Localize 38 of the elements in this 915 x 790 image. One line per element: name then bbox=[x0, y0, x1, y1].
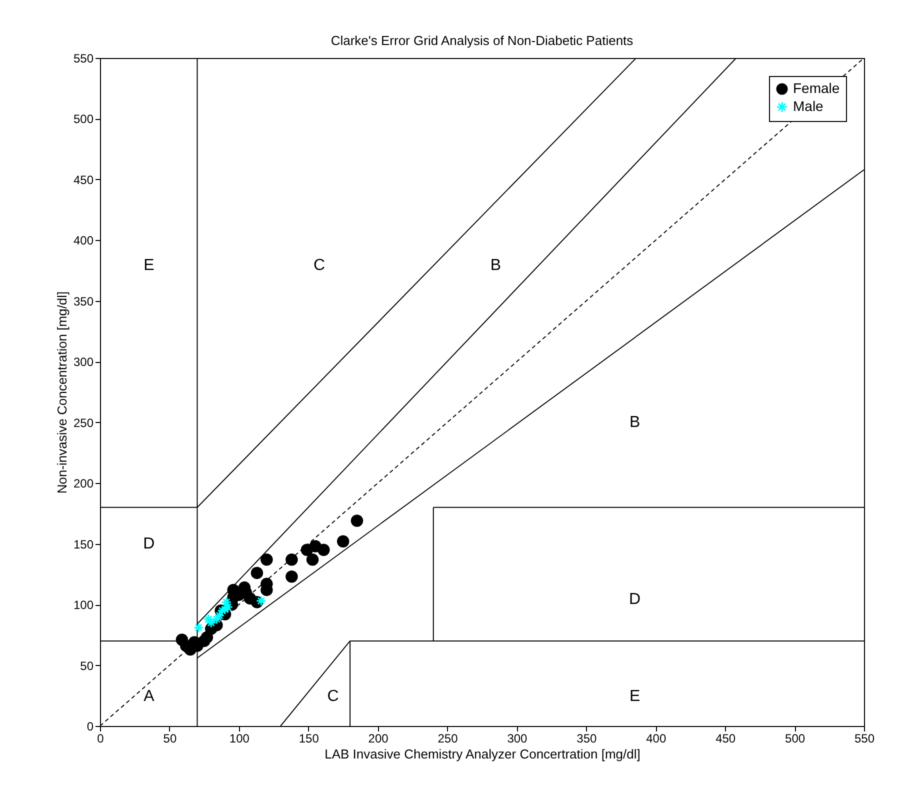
x-tick-label: 150 bbox=[298, 732, 320, 746]
annotation: C bbox=[327, 688, 339, 705]
x-tick-label: 100 bbox=[229, 732, 250, 746]
annotation: D bbox=[143, 536, 155, 553]
y-tick-label: 100 bbox=[73, 598, 94, 612]
annotation: E bbox=[144, 257, 154, 274]
y-tick-label: 450 bbox=[73, 172, 94, 187]
y-tick-label: 250 bbox=[73, 416, 94, 430]
chart-title: Clarke's Error Grid Analysis of Non-Diabetic Patients bbox=[330, 33, 634, 48]
x-tick-label: 350 bbox=[576, 732, 598, 746]
y-tick-label: 200 bbox=[73, 476, 94, 491]
annotation: C bbox=[313, 257, 326, 274]
legend-label: Male bbox=[793, 98, 824, 114]
y-tick-label: 350 bbox=[73, 294, 94, 308]
x-tick-label: 500 bbox=[785, 732, 806, 746]
x-tick-label: 0 bbox=[97, 732, 104, 746]
annotation: E bbox=[629, 688, 640, 705]
y-tick-label: 50 bbox=[80, 658, 94, 673]
y-tick-label: 400 bbox=[73, 234, 94, 248]
annotation: B bbox=[629, 414, 640, 432]
y-tick-label: 500 bbox=[73, 112, 94, 126]
annotation: B bbox=[490, 257, 502, 274]
x-tick-label: 50 bbox=[163, 732, 177, 746]
annotation: D bbox=[629, 591, 641, 608]
x-tick-label: 550 bbox=[854, 732, 875, 746]
annotation: A bbox=[144, 688, 155, 705]
y-tick-label: 550 bbox=[73, 52, 94, 66]
x-tick-label: 300 bbox=[507, 732, 528, 746]
legend-label: Female bbox=[793, 80, 840, 96]
y-axis-title: Non-invasive Concentration [mg/dl] bbox=[54, 291, 70, 494]
y-tick-label: 300 bbox=[73, 355, 94, 370]
x-tick-label: 450 bbox=[716, 732, 736, 746]
y-tick-label: 0 bbox=[86, 720, 94, 734]
x-tick-label: 400 bbox=[646, 732, 666, 746]
x-tick-label: 250 bbox=[438, 732, 458, 746]
y-tick-label: 150 bbox=[73, 537, 94, 552]
x-tick-label: 200 bbox=[368, 732, 389, 746]
x-axis-title: LAB Invasive Chemistry Analyzer Concertration [mg/dl] bbox=[324, 746, 640, 762]
